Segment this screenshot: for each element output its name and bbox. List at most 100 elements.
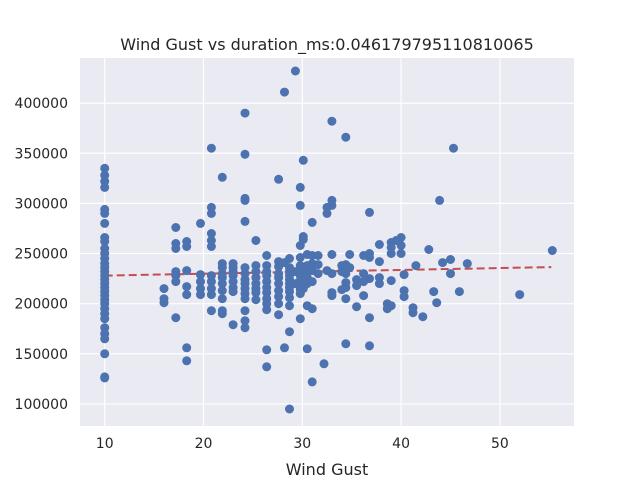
data-point (515, 290, 525, 300)
data-point (319, 359, 329, 369)
data-point (435, 195, 445, 205)
data-point (386, 249, 396, 258)
data-point (217, 309, 227, 319)
data-point (418, 312, 428, 322)
data-point (295, 200, 305, 210)
data-point (100, 314, 110, 324)
data-point (240, 149, 250, 159)
data-point (240, 294, 250, 304)
data-point (182, 356, 192, 366)
data-point (290, 66, 300, 76)
data-point (429, 287, 439, 297)
data-point (345, 263, 355, 273)
data-point (285, 293, 294, 303)
data-point (307, 304, 317, 314)
data-point (432, 298, 442, 308)
data-point (399, 270, 409, 280)
x-tick-label: 40 (392, 436, 410, 452)
data-point (341, 283, 351, 293)
data-point (411, 261, 421, 271)
data-point (274, 174, 284, 184)
data-point (313, 260, 323, 270)
x-tick-labels: 10 20 30 40 50 (96, 436, 509, 452)
data-point (396, 249, 406, 258)
data-point (159, 298, 169, 308)
data-point (359, 291, 369, 301)
data-point (100, 349, 110, 359)
data-point (196, 270, 205, 280)
data-point (327, 269, 337, 279)
data-points (100, 66, 557, 414)
data-point (217, 286, 227, 296)
data-point (280, 343, 289, 353)
data-point (251, 288, 261, 298)
data-point (206, 306, 216, 316)
y-tick-label: 200000 (15, 297, 68, 313)
data-point (327, 250, 337, 259)
data-point (262, 362, 272, 372)
data-point (399, 292, 409, 302)
data-point (100, 163, 110, 173)
data-point (274, 299, 284, 309)
data-point (374, 240, 384, 249)
data-point (206, 290, 216, 300)
data-point (240, 108, 250, 118)
data-point (302, 344, 312, 354)
data-point (100, 334, 110, 344)
data-point (262, 251, 272, 260)
data-point (424, 245, 434, 254)
data-point (345, 250, 355, 259)
data-point (228, 320, 238, 330)
data-point (438, 258, 448, 268)
data-point (307, 277, 317, 287)
data-point (352, 302, 362, 312)
data-point (298, 235, 308, 244)
data-point (217, 279, 227, 289)
data-point (322, 208, 332, 218)
data-point (547, 246, 557, 255)
data-point (240, 195, 250, 205)
data-point (396, 233, 406, 242)
data-point (386, 276, 396, 286)
data-point (182, 242, 192, 251)
data-point (295, 182, 305, 192)
data-point (386, 301, 396, 311)
data-point (274, 279, 284, 289)
data-point (171, 223, 181, 232)
data-point (159, 284, 169, 294)
data-point (171, 244, 181, 253)
data-point (206, 277, 216, 287)
y-tick-label: 250000 (15, 247, 68, 263)
data-point (240, 316, 250, 326)
data-point (446, 255, 455, 264)
chart-title: Wind Gust vs duration_ms:0.0461797951108… (120, 35, 534, 55)
data-point (217, 294, 227, 304)
data-point (280, 87, 289, 97)
data-point (262, 345, 272, 355)
data-point (327, 116, 337, 126)
data-point (171, 277, 181, 287)
x-tick-label: 50 (491, 436, 509, 452)
data-point (274, 310, 284, 320)
data-point (374, 257, 384, 267)
data-point (341, 132, 351, 142)
y-tick-label: 300000 (15, 196, 68, 212)
data-point (206, 242, 216, 251)
data-point (240, 306, 250, 316)
data-point (396, 241, 406, 250)
data-point (365, 313, 374, 323)
data-point (100, 237, 110, 246)
data-point (228, 287, 238, 297)
data-point (196, 277, 205, 287)
data-point (454, 287, 464, 297)
data-point (298, 155, 308, 165)
data-point (295, 253, 305, 262)
y-tick-label: 150000 (15, 347, 68, 363)
data-point (206, 208, 216, 218)
data-point (240, 323, 250, 333)
data-point (341, 294, 351, 304)
data-point (313, 251, 323, 260)
data-point (307, 377, 317, 387)
data-point (206, 143, 216, 153)
data-point (327, 291, 337, 301)
